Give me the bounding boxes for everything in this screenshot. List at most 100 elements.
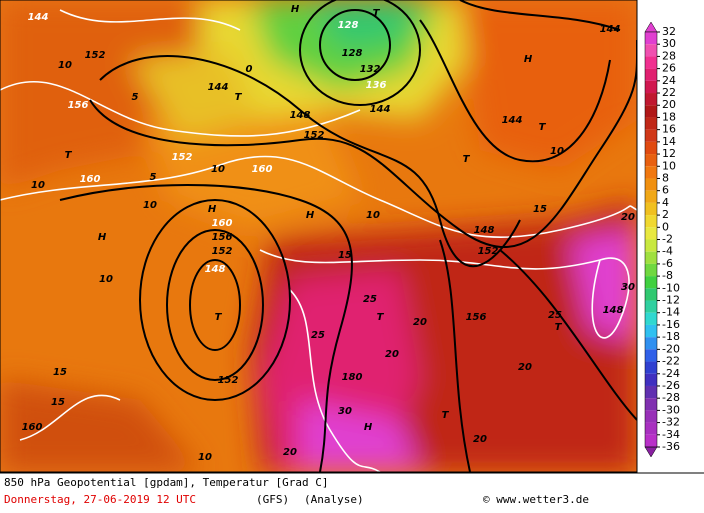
colorbar: 32302826242220181614121086420-2-4-6-8-10… [644, 21, 680, 458]
colorbar-label: 12 [662, 147, 676, 160]
colorbar-band [645, 93, 657, 106]
colorbar-band [645, 105, 657, 118]
map-labels: 144 152 10 156 T 10 160 5 144 T 148 152 15 25 10 160 H 10… [22, 4, 635, 463]
pressure-center: T [377, 312, 385, 323]
contour-label: 0 [246, 64, 253, 75]
colorbar-band [645, 215, 657, 228]
colorbar-label: -24 [662, 367, 680, 380]
footer-title: 850 hPa Geopotential [gpdam], Temperatur… [4, 476, 329, 489]
contour-label: 144 [370, 104, 391, 115]
pressure-center: T [373, 8, 381, 19]
colorbar-band [645, 373, 657, 386]
colorbar-label: -6 [662, 257, 673, 270]
colorbar-label: -16 [662, 318, 680, 331]
colorbar-frame [644, 31, 658, 448]
contour-label: 20 [385, 349, 399, 360]
colorbar-label: -2 [662, 233, 673, 246]
pressure-center: H [291, 4, 300, 15]
colorbar-band [645, 276, 657, 289]
colorbar-cap-bottom [644, 446, 658, 458]
colorbar-band [645, 129, 657, 142]
colorbar-band [645, 178, 657, 191]
contour-label: 15 [53, 367, 67, 378]
contour-label: 128 [338, 20, 359, 31]
footer-credit: © www.wetter3.de [483, 493, 589, 506]
contour-label: 20 [518, 362, 532, 373]
colorbar-label: -34 [662, 428, 680, 441]
contour-label: 25 [363, 294, 377, 305]
map-frame [0, 0, 638, 473]
contour-label: 20 [283, 447, 297, 458]
contour-label: 148 [603, 305, 624, 316]
colorbar-band [645, 410, 657, 423]
colorbar-band [645, 300, 657, 313]
contour-label: 160 [252, 164, 273, 175]
footer-model: (GFS) [256, 493, 289, 506]
colorbar-label: -20 [662, 342, 680, 355]
colorbar-label: -32 [662, 416, 680, 429]
pressure-center: T [215, 312, 223, 323]
contour-label: 30 [338, 406, 352, 417]
colorbar-band [645, 337, 657, 350]
pressure-center: H [98, 232, 107, 243]
footer-date: Donnerstag, 27-06-2019 12 UTC [4, 493, 196, 506]
colorbar-label: -8 [662, 269, 673, 282]
colorbar-band [645, 202, 657, 216]
pressure-center: T [442, 410, 450, 421]
colorbar-label: 20 [662, 98, 676, 111]
geopotential-contours [59, 0, 637, 472]
contour-label: 10 [211, 164, 225, 175]
pressure-center: T [463, 154, 471, 165]
contour-label: 156 [466, 312, 487, 323]
colorbar-label: -22 [662, 355, 680, 368]
colorbar-band [645, 434, 657, 447]
contour-label: 180 [342, 372, 363, 383]
colorbar-band [645, 324, 657, 338]
colorbar-band [645, 68, 657, 81]
contour-label: 20 [473, 434, 487, 445]
contour-label: 30 [621, 282, 635, 293]
colorbar-label: 18 [662, 110, 676, 123]
colorbar-label: 14 [662, 135, 676, 148]
colorbar-band [645, 166, 657, 179]
contour-label: 128 [342, 48, 363, 59]
colorbar-label: 30 [662, 37, 676, 50]
contour-label: 144 [502, 115, 523, 126]
contour-label: 5 [150, 172, 157, 183]
colorbar-label: 10 [662, 159, 676, 172]
colorbar-band [645, 349, 657, 362]
colorbar-label: 22 [662, 86, 676, 99]
colorbar-label: 8 [662, 171, 669, 184]
colorbar-label: -30 [662, 403, 680, 416]
colorbar-label: 16 [662, 123, 676, 136]
colorbar-label: -18 [662, 330, 680, 343]
colorbar-label: 28 [662, 49, 676, 62]
contour-label: 10 [58, 60, 72, 71]
contour-label: 25 [548, 310, 562, 321]
colorbar-band [645, 32, 657, 45]
colorbar-band [645, 227, 657, 240]
contour-label: 160 [212, 218, 233, 229]
contour-label: 144 [600, 24, 621, 35]
colorbar-band [645, 251, 657, 264]
contour-label: 10 [143, 200, 157, 211]
contour-label: 10 [31, 180, 45, 191]
contour-label: 152 [212, 246, 233, 257]
pressure-center: H [364, 422, 373, 433]
contour-label: 10 [550, 146, 564, 157]
colorbar-band [645, 398, 657, 411]
pressure-center: T [555, 322, 563, 333]
colorbar-label: -10 [662, 281, 680, 294]
colorbar-band [645, 263, 657, 277]
colorbar-band [645, 117, 657, 130]
contour-label: 15 [338, 250, 352, 261]
contour-label: 132 [360, 64, 381, 75]
colorbar-band [645, 239, 657, 252]
contour-label: 10 [99, 274, 113, 285]
colorbar-band [645, 288, 657, 301]
colorbar-band [645, 361, 657, 374]
contour-label: 152 [172, 152, 193, 163]
colorbar-band [645, 422, 657, 435]
colorbar-label: -36 [662, 440, 680, 453]
